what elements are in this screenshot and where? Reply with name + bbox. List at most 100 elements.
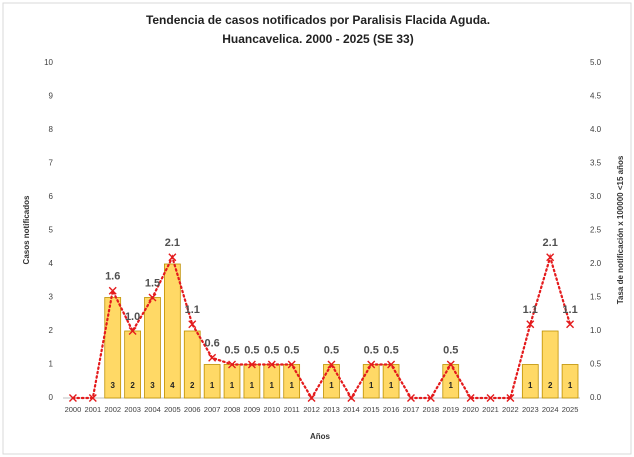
x-tick-label: 2009 (244, 405, 261, 414)
bar-label: 3 (150, 381, 155, 390)
x-tick-label: 2010 (263, 405, 280, 414)
bar-label: 4 (170, 381, 175, 390)
line-marker (426, 394, 435, 402)
y2-tick-label: 0.0 (590, 393, 602, 402)
bar (203, 364, 221, 399)
line-marker (546, 253, 555, 262)
x-tick-label: 2000 (65, 405, 82, 414)
x-tick-label: 2022 (502, 405, 519, 414)
y2-tick-label: 1.0 (590, 326, 602, 335)
line-marker (228, 360, 237, 369)
line-marker (406, 394, 415, 402)
chart-title: Huancavelica. 2000 - 2025 (SE 33) (222, 32, 413, 46)
bar-label: 2 (130, 381, 135, 390)
y2-tick-label: 1.5 (590, 293, 602, 302)
line-label: 1.6 (105, 271, 120, 283)
x-tick-label: 2024 (542, 405, 559, 414)
y2-axis-label: Tasa de notificación x 100000 <15 años (616, 155, 625, 304)
line-label: 0.5 (224, 344, 239, 356)
x-tick-label: 2012 (303, 405, 320, 414)
bar (521, 364, 539, 399)
x-tick-label: 2023 (522, 405, 539, 414)
y2-tick-label: 3.5 (590, 159, 602, 168)
bar-label: 1 (389, 381, 394, 390)
line-marker (526, 320, 535, 329)
y-tick-label: 10 (44, 58, 53, 67)
line-label: 0.5 (324, 344, 339, 356)
y-tick-label: 7 (49, 159, 54, 168)
line-marker (486, 394, 495, 402)
line-marker (128, 327, 137, 335)
line-marker (267, 360, 276, 369)
line-marker (188, 320, 197, 329)
line-marker (347, 394, 356, 402)
x-tick-label: 2001 (84, 405, 101, 414)
x-tick-label: 2021 (482, 405, 499, 414)
y2-tick-label: 3.0 (590, 192, 602, 201)
line-label: 1.0 (125, 311, 140, 323)
line-marker (247, 360, 256, 369)
x-tick-label: 2018 (423, 405, 440, 414)
line-label: 0.6 (204, 338, 219, 350)
bar (561, 364, 579, 399)
bar-label: 3 (110, 381, 115, 390)
line-marker (446, 360, 455, 369)
y2-tick-label: 0.5 (590, 360, 602, 369)
x-tick-label: 2005 (164, 405, 181, 414)
x-tick-label: 2011 (284, 405, 300, 414)
x-tick-label: 2015 (363, 405, 380, 414)
y-tick-label: 3 (49, 293, 54, 302)
line-label: 0.5 (443, 344, 458, 356)
line-marker (387, 360, 396, 369)
line-label: 0.5 (244, 344, 259, 356)
line-label: 1.1 (185, 304, 200, 316)
x-tick-label: 2002 (104, 405, 121, 414)
y2-tick-label: 4.5 (590, 92, 602, 101)
line-marker (466, 394, 475, 402)
x-tick-label: 2006 (184, 405, 201, 414)
x-tick-label: 2017 (403, 405, 420, 414)
x-tick-label: 2004 (144, 405, 161, 414)
bar-label: 1 (369, 381, 374, 390)
line-marker (88, 394, 97, 402)
line-label: 0.5 (284, 344, 299, 356)
y-tick-label: 1 (49, 360, 54, 369)
bar-label: 2 (190, 381, 195, 390)
bar-label: 1 (329, 381, 334, 390)
bar (541, 330, 559, 399)
line-label: 0.5 (264, 344, 279, 356)
x-tick-label: 2007 (204, 405, 221, 414)
x-tick-label: 2014 (343, 405, 360, 414)
line-label: 0.5 (383, 344, 398, 356)
line-marker (208, 353, 217, 362)
y-tick-label: 8 (49, 125, 54, 134)
line-label: 1.1 (562, 304, 577, 316)
line-marker (287, 360, 296, 369)
x-tick-label: 2013 (323, 405, 340, 414)
bar (183, 330, 201, 399)
line-marker (506, 394, 515, 402)
x-tick-label: 2025 (562, 405, 579, 414)
line-marker (566, 320, 575, 329)
bar-label: 1 (230, 381, 235, 390)
y-tick-label: 4 (49, 259, 54, 268)
x-tick-label: 2019 (442, 405, 459, 414)
y-tick-label: 0 (49, 393, 54, 402)
x-tick-label: 2020 (462, 405, 479, 414)
y2-tick-label: 5.0 (590, 58, 602, 67)
line-marker (168, 253, 177, 262)
y-tick-label: 5 (49, 226, 54, 235)
y-axis-label: Casos notificados (22, 195, 31, 264)
chart-title: Tendencia de casos notificados por Paral… (146, 13, 490, 27)
bar-label: 2 (548, 381, 553, 390)
line-marker (148, 293, 157, 302)
y-tick-label: 6 (49, 192, 54, 201)
bar-label: 1 (449, 381, 454, 390)
bar-label: 1 (568, 381, 573, 390)
line-marker (367, 360, 376, 369)
x-axis-label: Años (310, 432, 331, 441)
y-tick-label: 9 (49, 92, 54, 101)
bar-label: 1 (270, 381, 275, 390)
y2-tick-label: 2.0 (590, 259, 602, 268)
